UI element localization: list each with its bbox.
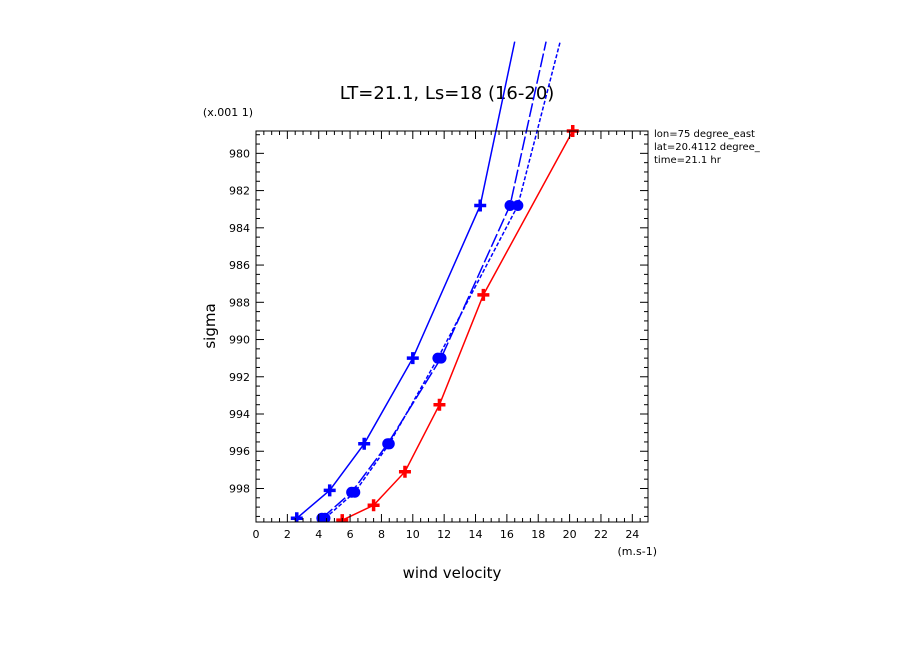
y-tick-label: 994	[229, 408, 250, 421]
data-point	[504, 199, 516, 211]
data-point	[383, 438, 395, 450]
info-lon: lon=75 degree_east	[654, 129, 755, 140]
x-tick-label: 22	[594, 528, 608, 541]
series-line	[296, 41, 516, 519]
series-line	[324, 41, 561, 519]
x-axis-label: wind velocity	[403, 564, 502, 582]
x-tick-label: 14	[469, 528, 483, 541]
x-tick-label: 8	[378, 528, 385, 541]
data-point	[367, 499, 380, 512]
plot-frame	[255, 130, 649, 523]
data-point	[358, 437, 371, 450]
x-tick-label: 0	[253, 528, 260, 541]
y-tick-label: 990	[229, 334, 250, 347]
chart-title: LT=21.1, Ls=18 (16-20)	[340, 83, 555, 104]
x-tick-label: 20	[563, 528, 577, 541]
y-tick-label: 982	[229, 185, 250, 198]
y-tick-label: 992	[229, 371, 250, 384]
x-tick-label: 10	[406, 528, 420, 541]
y-axis: 980 982 984 986 988 990 992 994 996 998	[229, 134, 648, 517]
data-point	[406, 352, 419, 365]
y-scale-label: (x.001 1)	[203, 106, 253, 119]
data-point	[398, 465, 411, 478]
y-tick-label: 984	[229, 222, 250, 235]
data-point	[319, 512, 331, 522]
x-tick-label: 2	[284, 528, 291, 541]
x-tick-label: 18	[531, 528, 545, 541]
data-point	[432, 352, 444, 364]
x-tick-label: 4	[315, 528, 322, 541]
x-tick-label: 12	[437, 528, 451, 541]
y-axis-label: sigma	[201, 303, 219, 348]
x-tick-label: 6	[347, 528, 354, 541]
info-lat: lat=20.4112 degree_	[654, 142, 760, 153]
data-point	[433, 398, 446, 411]
y-tick-label: 988	[229, 296, 250, 309]
data-point	[349, 486, 361, 498]
series-layer	[290, 41, 579, 522]
series-line	[341, 130, 574, 521]
series-line	[321, 41, 547, 519]
y-tick-label: 980	[229, 147, 250, 160]
series-2	[316, 41, 547, 522]
info-time: time=21.1 hr	[654, 155, 721, 166]
data-point	[512, 199, 524, 211]
series-1	[290, 41, 516, 522]
data-point	[474, 199, 487, 212]
y-tick-label: 998	[229, 482, 250, 495]
x-tick-label: 16	[500, 528, 514, 541]
data-point	[323, 484, 336, 497]
x-tick-label: 24	[625, 528, 639, 541]
y-tick-label: 986	[229, 259, 250, 272]
data-point	[290, 512, 303, 522]
data-point	[477, 288, 490, 301]
x-units-label: (m.s-1)	[618, 545, 658, 558]
series-3	[319, 41, 561, 522]
y-tick-label: 996	[229, 445, 250, 458]
series-4	[336, 125, 579, 522]
